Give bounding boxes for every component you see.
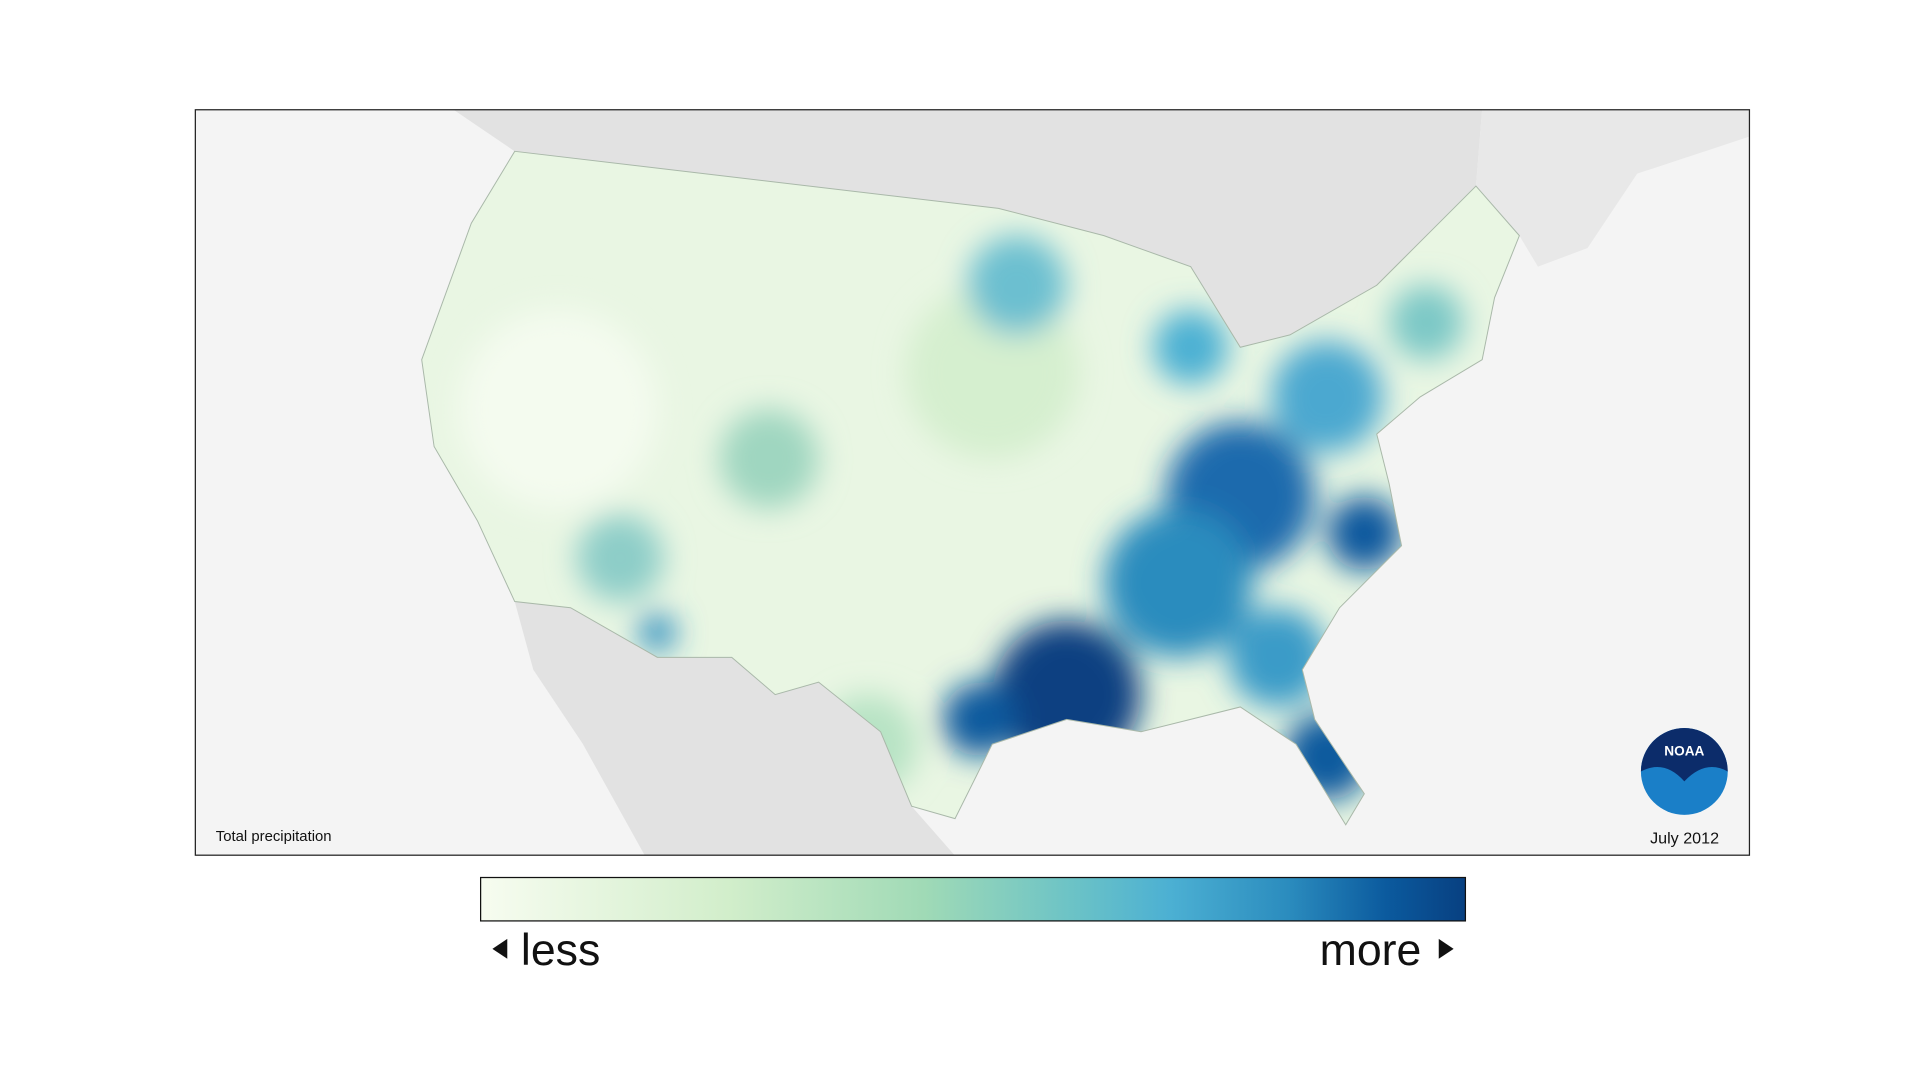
more-arrow xyxy=(1438,938,1454,959)
logo-text: NOAA xyxy=(1664,743,1704,758)
map-label: Total precipitation xyxy=(216,829,332,845)
canada xyxy=(452,109,1483,348)
less-arrow xyxy=(492,938,508,959)
map-frame xyxy=(194,109,1751,856)
logo: NOAA xyxy=(1640,728,1728,815)
us-outline xyxy=(421,150,1520,826)
canada-east xyxy=(1475,109,1751,267)
legend-low: less xyxy=(521,926,600,975)
legend-bar xyxy=(479,876,1467,922)
mexico xyxy=(514,601,956,856)
map-group: Total precipitation July 2012 NOAA less … xyxy=(194,109,1751,975)
map-date: July 2012 xyxy=(1650,829,1719,847)
legend-high: more xyxy=(1320,926,1422,975)
